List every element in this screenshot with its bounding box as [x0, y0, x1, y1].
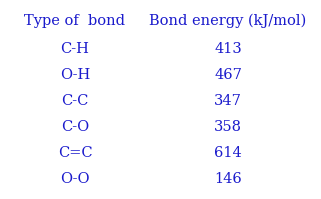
Text: C=C: C=C	[58, 146, 92, 160]
Text: 614: 614	[214, 146, 242, 160]
Text: 467: 467	[214, 68, 242, 82]
Text: C-O: C-O	[61, 120, 89, 134]
Text: O-H: O-H	[60, 68, 90, 82]
Text: Type of  bond: Type of bond	[24, 14, 126, 28]
Text: O-O: O-O	[60, 172, 90, 186]
Text: C-C: C-C	[61, 94, 89, 108]
Text: Bond energy (kJ/mol): Bond energy (kJ/mol)	[149, 14, 307, 28]
Text: 413: 413	[214, 42, 242, 56]
Text: 358: 358	[214, 120, 242, 134]
Text: C-H: C-H	[61, 42, 90, 56]
Text: 146: 146	[214, 172, 242, 186]
Text: 347: 347	[214, 94, 242, 108]
